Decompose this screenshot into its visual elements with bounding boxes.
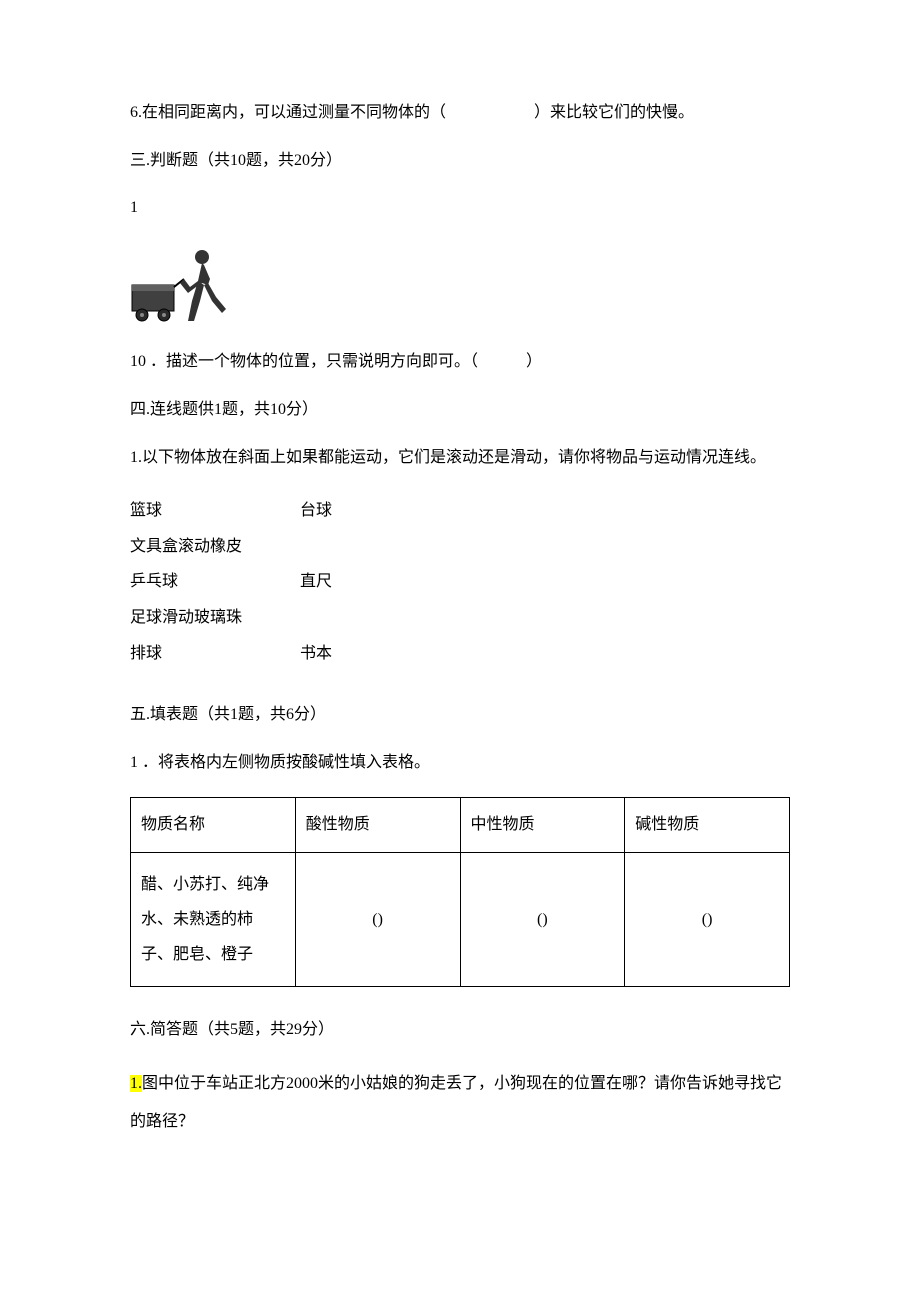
section-5-header: 五.填表题（共1题，共6分） bbox=[130, 702, 790, 728]
substance-table: 物质名称 酸性物质 中性物质 碱性物质 醋、小苏打、纯净水、未熟透的柿子、肥皂、… bbox=[130, 797, 790, 987]
items-grid: 篮球 台球 文具盒滚动橡皮 乒乓球 直尺 足球滑动玻璃珠 排球 书本 bbox=[130, 498, 790, 666]
question-1-marker: 1 bbox=[130, 195, 790, 221]
table-row: 醋、小苏打、纯净水、未熟透的柿子、肥皂、橙子 () () () bbox=[131, 852, 790, 987]
item-left: 足球滑动玻璃珠 bbox=[130, 605, 300, 631]
table-data-cell: () bbox=[625, 852, 790, 987]
item-right: 书本 bbox=[300, 641, 790, 667]
table-header-cell: 物质名称 bbox=[131, 798, 296, 853]
item-left: 乒乓球 bbox=[130, 569, 300, 595]
table-header-row: 物质名称 酸性物质 中性物质 碱性物质 bbox=[131, 798, 790, 853]
q10-text-after: ） bbox=[526, 353, 542, 370]
item-left: 排球 bbox=[130, 641, 300, 667]
section-6-q1-text: 图中位于车站正北方2000米的小姑娘的狗走丢了，小狗现在的位置在哪？请你告诉她寻… bbox=[130, 1075, 782, 1130]
table-name-cell: 醋、小苏打、纯净水、未熟透的柿子、肥皂、橙子 bbox=[131, 852, 296, 987]
item-right: 台球 bbox=[300, 498, 790, 524]
table-data-cell: () bbox=[295, 852, 460, 987]
q6-text-after: ）来比较它们的快慢。 bbox=[534, 104, 694, 121]
section-6-question-1: 1.图中位于车站正北方2000米的小姑娘的狗走丢了，小狗现在的位置在哪？请你告诉… bbox=[130, 1065, 790, 1142]
item-right: 直尺 bbox=[300, 569, 790, 595]
q10-text-before: 10 ．描述一个物体的位置，只需说明方向即可。（ bbox=[130, 353, 478, 370]
table-header-cell: 酸性物质 bbox=[295, 798, 460, 853]
cart-push-image bbox=[130, 243, 790, 332]
question-10: 10 ．描述一个物体的位置，只需说明方向即可。（ ） bbox=[130, 349, 790, 375]
item-left: 文具盒滚动橡皮 bbox=[130, 534, 300, 560]
section-5-question-1: 1 ．将表格内左侧物质按酸碱性填入表格。 bbox=[130, 750, 790, 776]
item-right bbox=[300, 605, 790, 631]
man-pushing-cart-icon bbox=[130, 243, 240, 323]
q6-text-before: 6.在相同距离内，可以通过测量不同物体的（ bbox=[130, 104, 446, 121]
section-4-question-1: 1.以下物体放在斜面上如果都能运动，它们是滚动还是滑动，请你将物品与运动情况连线… bbox=[130, 445, 790, 471]
q6-blank bbox=[450, 104, 530, 121]
section-4-header: 四.连线题供1题，共10分） bbox=[130, 397, 790, 423]
table-header-cell: 碱性物质 bbox=[625, 798, 790, 853]
section-3-header: 三.判断题（共10题，共20分） bbox=[130, 148, 790, 174]
item-right bbox=[300, 534, 790, 560]
question-number-highlight: 1. bbox=[130, 1075, 142, 1092]
section-6-header: 六.简答题（共5题，共29分） bbox=[130, 1017, 790, 1043]
table-data-cell: () bbox=[460, 852, 625, 987]
question-6: 6.在相同距离内，可以通过测量不同物体的（ ）来比较它们的快慢。 bbox=[130, 100, 790, 126]
table-header-cell: 中性物质 bbox=[460, 798, 625, 853]
item-left: 篮球 bbox=[130, 498, 300, 524]
q10-blank bbox=[482, 353, 522, 370]
